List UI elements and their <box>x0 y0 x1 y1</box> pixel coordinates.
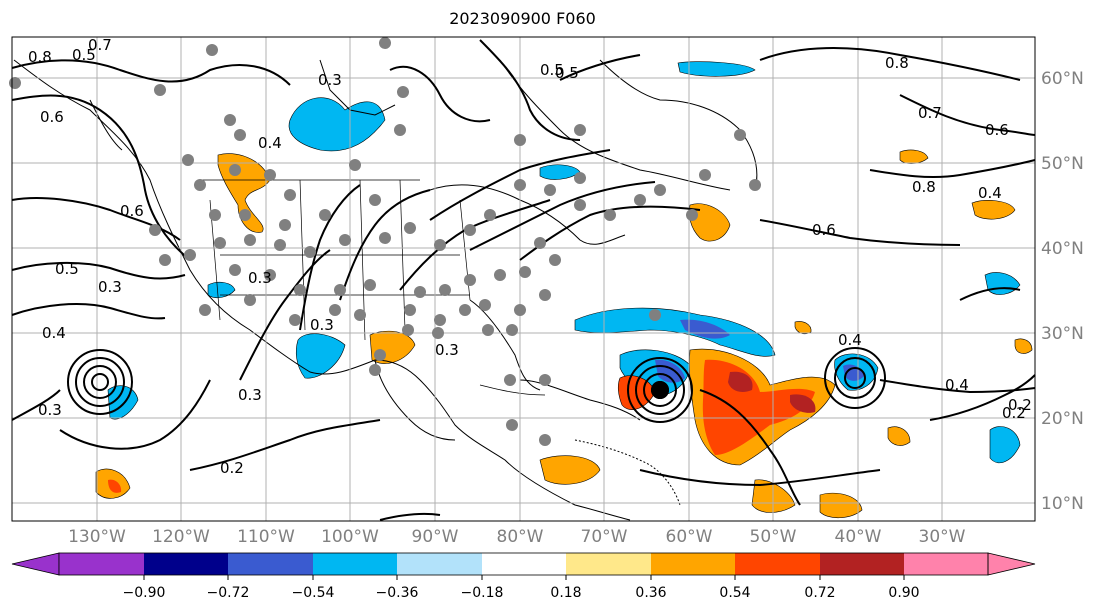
contour-label: 0.3 <box>98 278 122 296</box>
colorbar-tick-label: −0.36 <box>376 585 419 601</box>
contour-label: 0.6 <box>985 121 1009 139</box>
latitude-labels: 60°N 50°N 40°N 30°N 20°N 10°N <box>1041 69 1084 514</box>
colorbar-swatch <box>59 553 144 575</box>
contour-label: 0.3 <box>435 341 459 359</box>
contour-label: 0.5 <box>555 64 579 82</box>
contour-label: 0.3 <box>238 386 262 404</box>
contour-label: 0.2 <box>220 459 244 477</box>
colorbar-tick-label: −0.18 <box>461 585 504 601</box>
coastline-layer <box>13 59 758 521</box>
lon-label: 130°W <box>68 527 126 547</box>
colorbar-tick-label: −0.90 <box>123 585 166 601</box>
contour-label: 0.8 <box>28 48 52 66</box>
contour-label: 0.5 <box>540 61 564 79</box>
contour-label: 0.2 <box>1008 396 1032 414</box>
contour-label: 0.3 <box>248 269 272 287</box>
map-title: 2023090900 F060 <box>449 9 596 28</box>
colorbar-max-extend <box>987 552 1036 576</box>
lon-label: 70°W <box>581 527 628 547</box>
map-panel: 0.8 0.7 0.6 0.5 0.4 0.3 0.2 0.6 0.5 0.3 … <box>9 36 1036 522</box>
colorbar-swatch <box>228 553 313 575</box>
lat-label: 10°N <box>1041 494 1084 514</box>
colorbar-swatch <box>144 553 228 575</box>
colorbar-frame <box>58 552 989 576</box>
colorbar-min-extend <box>11 552 60 576</box>
lon-label: 30°W <box>919 527 966 547</box>
colorbar-tick-label: −0.54 <box>292 585 335 601</box>
longitude-labels: 130°W 120°W 110°W 100°W 90°W 80°W 70°W 6… <box>68 527 966 547</box>
contour-label: 0.3 <box>38 401 62 419</box>
lon-label: 100°W <box>321 527 379 547</box>
lat-label: 40°N <box>1041 239 1084 259</box>
lon-label: 80°W <box>497 527 544 547</box>
colorbar-swatch <box>820 553 904 575</box>
contour-label: 0.3 <box>318 71 342 89</box>
colorbar-swatch <box>651 553 735 575</box>
contour-labels: 0.8 0.7 0.6 0.5 0.4 0.3 0.2 0.6 0.5 0.3 … <box>28 36 1032 477</box>
contour-label: 0.4 <box>945 376 969 394</box>
graticule <box>12 37 1035 521</box>
colorbar-swatch <box>397 553 482 575</box>
contour-label: 0.4 <box>42 324 66 342</box>
colorbar-tick-label: 0.90 <box>888 585 919 601</box>
contour-label: 0.2 <box>1002 404 1026 422</box>
colorbar-tick-label: −0.72 <box>207 585 250 601</box>
contour-label: 0.8 <box>885 54 909 72</box>
lon-label: 50°W <box>750 527 797 547</box>
lat-label: 20°N <box>1041 409 1084 429</box>
storm-center-marker <box>651 381 669 399</box>
contour-label: 0.8 <box>912 178 936 196</box>
colorbar-tick-label: 0.18 <box>550 585 581 601</box>
lon-label: 110°W <box>237 527 295 547</box>
contour-label: 0.4 <box>258 134 282 152</box>
contour-label: 0.4 <box>838 331 862 349</box>
lat-label: 60°N <box>1041 69 1084 89</box>
contour-label: 0.5 <box>72 46 96 64</box>
station-dots <box>9 37 761 446</box>
contour-label: 0.7 <box>88 36 112 54</box>
colorbar-swatch <box>735 553 820 575</box>
contour-label: 0.3 <box>310 316 334 334</box>
colorbar-ticks <box>143 575 905 580</box>
colorbar-swatch <box>313 553 397 575</box>
contour-label: 0.6 <box>120 202 144 220</box>
colorbar-swatch <box>904 553 988 575</box>
colorbar-tick-label: 0.54 <box>719 585 750 601</box>
contour-label: 0.6 <box>812 221 836 239</box>
contour-label: 0.5 <box>55 260 79 278</box>
colorbar-swatch <box>566 553 651 575</box>
colorbar-swatch <box>482 553 566 575</box>
lon-label: 40°W <box>835 527 882 547</box>
lat-label: 50°N <box>1041 154 1084 174</box>
colorbar-tick-label: 0.72 <box>804 585 835 601</box>
lon-label: 90°W <box>412 527 459 547</box>
contour-label: 0.6 <box>40 108 64 126</box>
lon-label: 120°W <box>152 527 210 547</box>
contour-label: 0.7 <box>918 104 942 122</box>
colorbar: −0.90 −0.72 −0.54 −0.36 −0.18 0.18 0.36 … <box>11 552 1036 601</box>
contour-label: 0.4 <box>978 184 1002 202</box>
lon-label: 60°W <box>666 527 713 547</box>
lat-label: 30°N <box>1041 324 1084 344</box>
map-frame <box>11 36 1036 522</box>
colorbar-tick-label: 0.36 <box>635 585 666 601</box>
